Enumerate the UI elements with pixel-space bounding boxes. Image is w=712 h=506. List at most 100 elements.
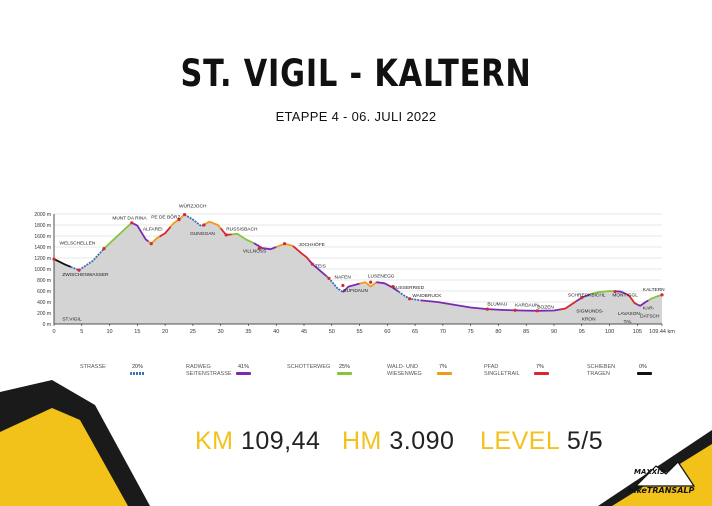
profile-segment-pfad (559, 300, 577, 311)
waypoint-marker (391, 285, 395, 289)
waypoint-label: GUFIDAUN (343, 288, 369, 294)
waypoint-label: WELSCHELLEN (60, 240, 96, 246)
waypoint-label: ALFAREI (143, 227, 163, 233)
y-tick-label: 1800 m (34, 223, 51, 229)
x-tick-label: 45 (301, 329, 307, 335)
waypoint-label: KARDAUN (515, 302, 539, 308)
x-tick-label: 109.44 km (649, 329, 675, 335)
profile-segment-schotter (647, 293, 663, 302)
profile-segment-radweg (308, 260, 327, 277)
legend-percent: 7% (536, 364, 544, 370)
waypoint-label: TEIS (315, 263, 326, 269)
legend-percent: 0% (639, 364, 647, 370)
logo-brand-text: MAXXIS (634, 468, 665, 476)
x-tick-label: 105 (633, 329, 642, 335)
profile-segment-strasse (70, 248, 105, 271)
x-tick-label: 60 (384, 329, 390, 335)
profile-segment-radweg (342, 282, 360, 293)
x-tick-label: 80 (495, 329, 501, 335)
waypoint-label: KALTERN (643, 287, 665, 293)
profile-segment-radweg (420, 299, 560, 312)
waypoint-label: NAFEN (335, 274, 352, 280)
profile-segment-radweg (131, 221, 150, 243)
waypoint-label: ST.VIGIL (62, 317, 82, 323)
y-tick-label: 200 m (37, 311, 51, 317)
waypoint-label: KRON (582, 317, 596, 323)
level-stat: LEVEL 5/5 (480, 427, 603, 456)
y-tick-label: 800 m (37, 278, 51, 284)
waypoint-marker (257, 246, 262, 250)
waypoint-label: GUNGGAN (190, 231, 215, 237)
profile-segment-schotter (589, 290, 616, 296)
x-tick-label: 5 (80, 329, 83, 335)
level-stat-label: LEVEL (480, 427, 560, 455)
profile-segment-wald (169, 213, 186, 228)
waypoint-label: DATSCH (640, 313, 660, 319)
waypoint-marker (580, 296, 584, 300)
x-tick-label: 85 (523, 329, 529, 335)
elevation-profile-chart: 0 m 200 m 400 m 600 m 800 m 1000 m 1200 m 1400 … (34, 202, 675, 335)
legend-label: RADWEG SEITENSTRASSE (186, 364, 232, 377)
waypoint-label: ZWISCHENWASSER (62, 272, 109, 278)
waypoint-label: WAIDBRUCK (412, 293, 442, 299)
waypoint-marker (224, 233, 228, 237)
hm-stat: HM 3.090 (342, 427, 454, 456)
y-tick-label: 1200 m (34, 256, 51, 262)
legend-percent: 20% (132, 364, 144, 370)
km-stat-label: KM (195, 427, 234, 455)
waypoint-marker (310, 262, 314, 266)
x-tick-label: 65 (412, 329, 418, 335)
waypoint-marker (282, 242, 287, 246)
profile-segment-radweg (636, 299, 649, 307)
x-tick-label: 0 (52, 329, 55, 335)
legend-label: PFAD SINGLETRAIL (484, 364, 520, 377)
waypoint-label: TAL (623, 319, 632, 325)
x-tick-label: 40 (273, 329, 279, 335)
hm-stat-label: HM (342, 427, 382, 455)
waypoint-marker (149, 242, 153, 246)
waypoint-marker (535, 309, 539, 313)
x-tick-label: 70 (440, 329, 446, 335)
legend-label: SCHOTTERWEG (287, 364, 331, 370)
profile-segment-strasse (397, 290, 421, 302)
x-tick-label: 50 (329, 329, 335, 335)
profile-segment-schotter (103, 232, 122, 250)
mountain-yellow-left (0, 408, 128, 506)
x-tick-label: 75 (468, 329, 474, 335)
waypoint-label: LUSENEGG (368, 273, 395, 279)
profile-segment-radweg (376, 281, 399, 293)
waypoint-label: RUSSISBACH (226, 227, 258, 233)
x-tick-label: 25 (190, 329, 196, 335)
elevation-area (54, 214, 662, 324)
x-tick-label: 20 (162, 329, 168, 335)
legend-label: STRASSE (80, 364, 106, 370)
waypoint-label: MONTIGGL (612, 293, 638, 299)
legend-swatch (236, 372, 251, 375)
waypoint-label: BOZEN (537, 305, 554, 311)
legend-swatch (637, 372, 652, 375)
profile-segment-wald (147, 235, 161, 245)
km-stat-value: 109,44 (240, 427, 321, 455)
x-tick-label: 100 (605, 329, 614, 335)
page-subtitle: ETAPPE 4 - 06. JULI 2022 (275, 109, 437, 124)
legend-percent: 25% (339, 364, 351, 370)
waypoint-label: SIGMUNDS- (576, 308, 604, 314)
waypoint-label: SCHRECKBICHL (568, 293, 606, 299)
x-tick-label: 95 (579, 329, 585, 335)
logo-name-text: bikeTRANSALP (628, 486, 695, 495)
profile-segment-wald (359, 281, 377, 288)
waypoint-label: AUSSERRIED (393, 285, 425, 291)
waypoint-marker (182, 212, 187, 217)
waypoint-label: BLUMAU (487, 301, 508, 307)
profile-segment-pfad (159, 226, 172, 238)
y-tick-label: 1400 m (34, 245, 51, 251)
waypoint-marker (77, 268, 81, 272)
profile-segment-pfad (625, 293, 638, 306)
profile-segment-schotter (231, 232, 255, 244)
legend-percent: 41% (238, 364, 250, 370)
waypoint-label: VILLNÖSS (243, 248, 266, 255)
waypoint-label: KAR- (643, 306, 655, 312)
waypoint-marker (485, 307, 489, 311)
waypoint-label: MUNT DA RINA (112, 216, 147, 222)
